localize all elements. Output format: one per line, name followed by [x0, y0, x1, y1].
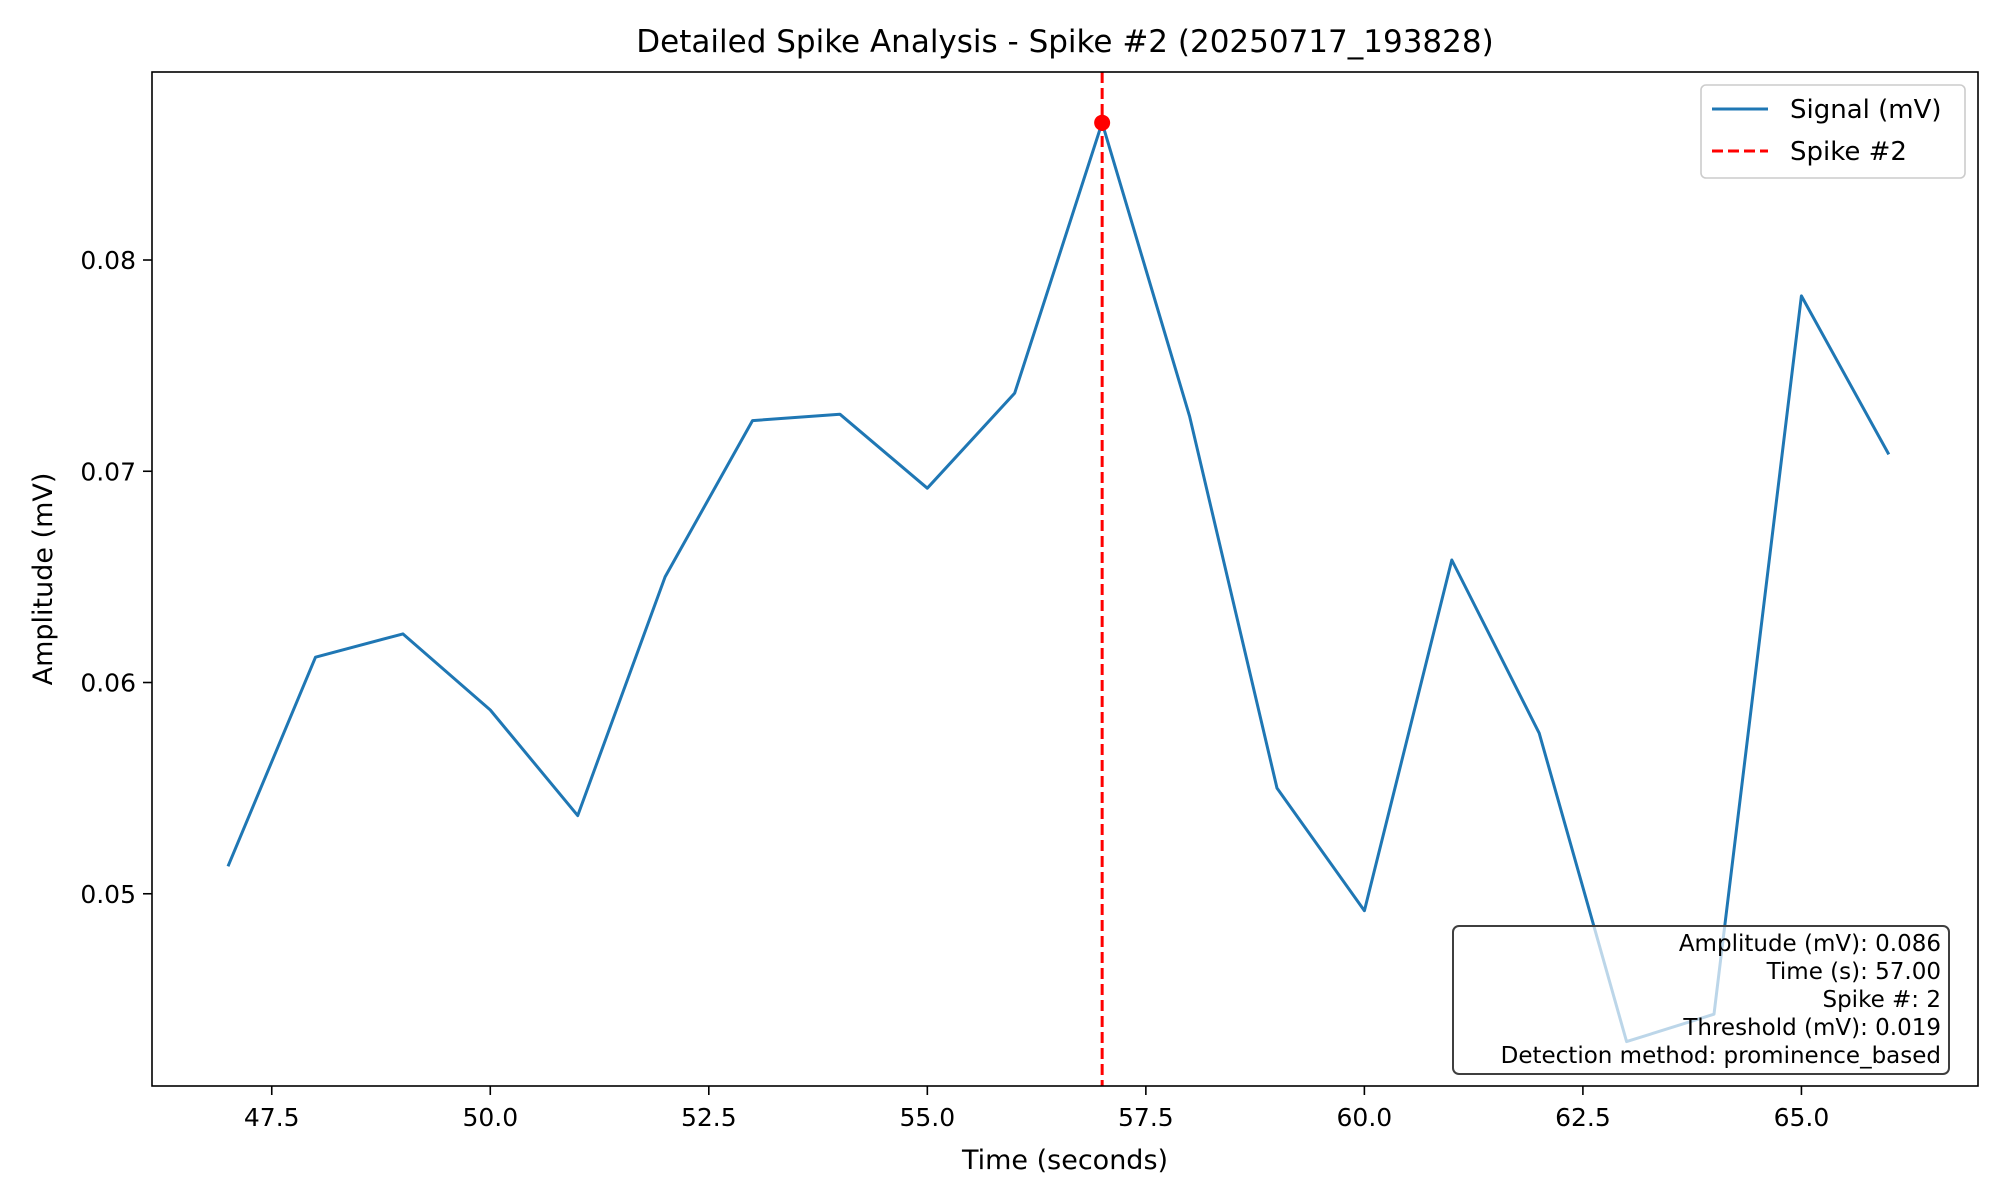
info-amplitude: Amplitude (mV): 0.086 — [1679, 931, 1941, 957]
plot-area-frame — [151, 71, 1979, 1087]
chart-title: Detailed Spike Analysis - Spike #2 (2025… — [636, 24, 1493, 60]
y-tick-label: 0.08 — [80, 246, 136, 275]
info-box: Amplitude (mV): 0.086 Time (s): 57.00 Sp… — [1452, 925, 1950, 1075]
x-tick-label: 55.0 — [899, 1103, 955, 1132]
x-axis-ticks: 47.5 50.0 52.5 55.0 57.5 60.0 62.5 65.0 — [244, 1086, 1829, 1132]
legend-signal-label: Signal (mV) — [1790, 95, 1942, 125]
info-spike-number: Spike #: 2 — [1822, 987, 1941, 1013]
x-tick-label: 47.5 — [244, 1103, 300, 1132]
x-axis-label: Time (seconds) — [961, 1145, 1168, 1176]
x-tick-label: 52.5 — [681, 1103, 737, 1132]
y-tick-label: 0.05 — [80, 880, 136, 909]
x-tick-label: 65.0 — [1774, 1103, 1830, 1132]
y-axis-ticks: 0.05 0.06 0.07 0.08 — [80, 246, 152, 909]
x-tick-label: 57.5 — [1118, 1103, 1174, 1132]
legend-spike-label: Spike #2 — [1790, 137, 1907, 167]
x-tick-label: 62.5 — [1555, 1103, 1611, 1132]
info-time: Time (s): 57.00 — [1766, 959, 1941, 985]
info-box-frame — [1452, 925, 1950, 1075]
y-axis-label: Amplitude (mV) — [28, 473, 59, 686]
y-tick-label: 0.07 — [80, 457, 136, 486]
info-threshold: Threshold (mV): 0.019 — [1682, 1015, 1941, 1041]
y-tick-label: 0.06 — [80, 669, 136, 698]
legend: Signal (mV) Spike #2 — [1700, 84, 1966, 179]
info-detection-method: Detection method: prominence_based — [1501, 1043, 1941, 1069]
x-tick-label: 50.0 — [462, 1103, 518, 1132]
spike-peak-marker — [1094, 114, 1111, 131]
x-tick-label: 60.0 — [1337, 1103, 1393, 1132]
